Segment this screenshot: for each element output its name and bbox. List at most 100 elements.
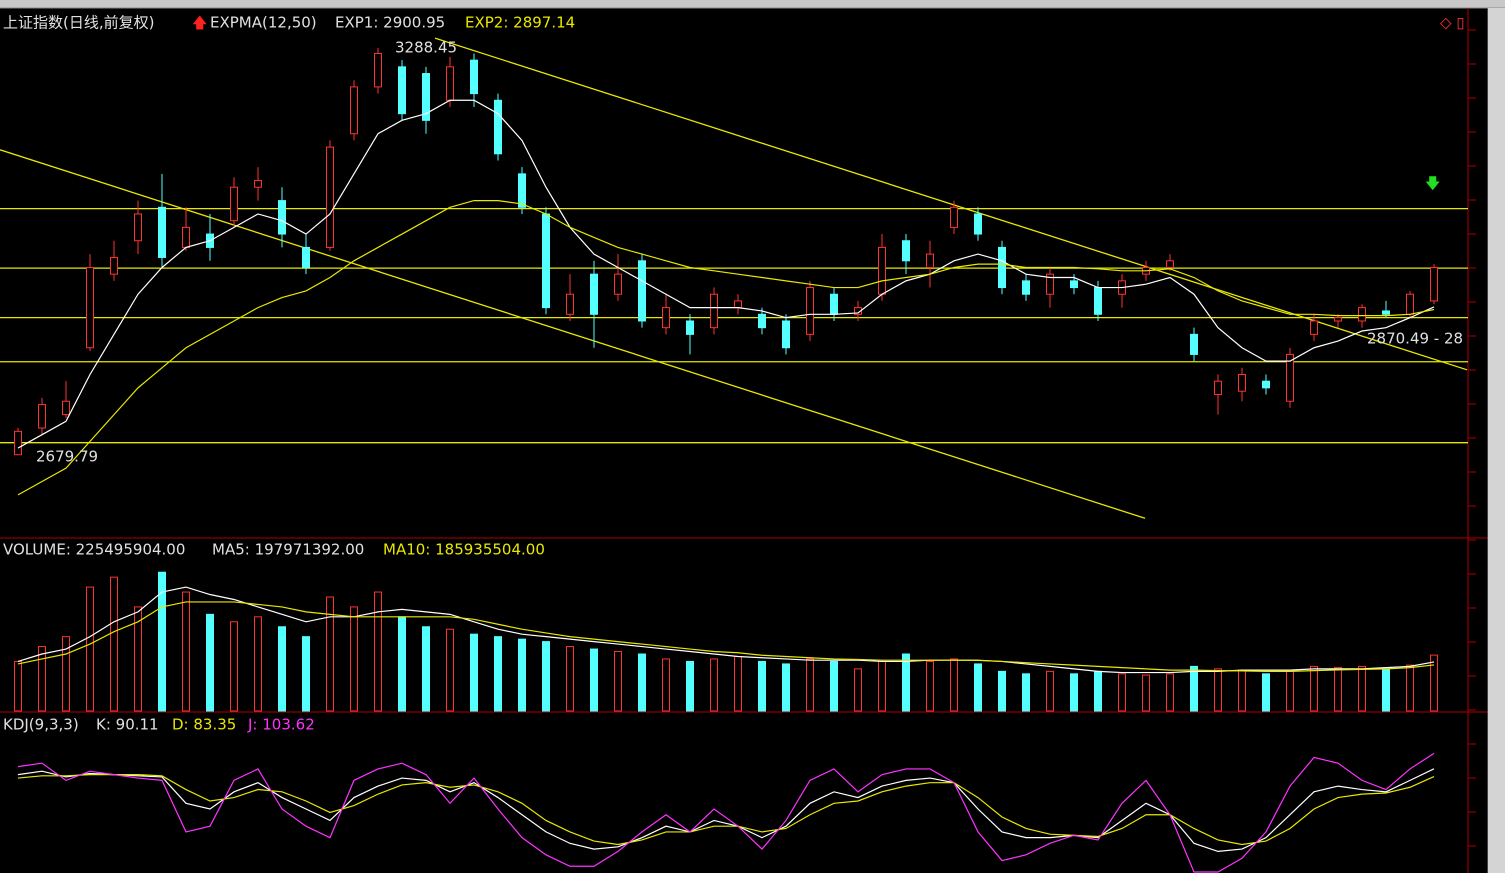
legend-entry: EXP2: 2897.14	[465, 14, 575, 32]
indicator-line	[17, 586, 1435, 674]
indicator-name: EXPMA(12,50)	[210, 14, 317, 32]
candle-body	[590, 273, 598, 315]
candle-body	[1382, 310, 1390, 315]
volume-bar	[974, 663, 982, 712]
volume-bar	[350, 606, 358, 712]
volume-bar	[806, 658, 814, 712]
volume-bar	[230, 621, 238, 712]
volume-bar	[1358, 665, 1366, 712]
volume-bar	[422, 626, 430, 712]
volume-bar	[854, 668, 862, 712]
volume-bar	[590, 648, 598, 712]
volume-bar	[1214, 668, 1222, 712]
candle-body	[398, 66, 406, 115]
candle-body	[734, 300, 742, 309]
volume-bar	[1070, 673, 1078, 712]
volume-bar	[734, 655, 742, 712]
trend-line	[0, 149, 1146, 519]
annotation: 2679.79	[36, 448, 98, 466]
volume-bar	[782, 663, 790, 712]
volume-bar	[1262, 673, 1270, 712]
candle-body	[278, 200, 286, 235]
volume-bar	[14, 660, 22, 712]
candle-body	[542, 213, 550, 309]
candle-body	[446, 66, 454, 101]
candle-body	[878, 246, 886, 295]
candle-body	[1166, 260, 1174, 268]
panel-title: VOLUME: 225495904.00	[3, 541, 185, 559]
candle-body	[374, 52, 382, 88]
volume-bar	[902, 653, 910, 712]
volume-bar	[686, 660, 694, 712]
candle-body	[926, 253, 934, 268]
volume-bar	[1046, 670, 1054, 712]
volume-bar	[1334, 667, 1342, 712]
signal-icon: 🡇	[1425, 175, 1440, 193]
window-icon[interactable]: ◇ ▯	[1440, 14, 1465, 32]
candle-body	[134, 213, 142, 242]
candle-body	[710, 293, 718, 329]
candle-body	[86, 266, 94, 349]
candle-body	[998, 246, 1006, 289]
candle-body	[1238, 373, 1246, 392]
volume-bar	[398, 616, 406, 712]
candle-body	[470, 59, 478, 95]
trend-line	[434, 37, 1468, 371]
volume-bar	[374, 591, 382, 712]
candle-body	[1358, 307, 1366, 322]
legend-entry: MA5: 197971392.00	[212, 541, 364, 559]
candle-body	[1022, 280, 1030, 295]
volume-bar	[830, 660, 838, 712]
legend-entry: K: 90.11	[96, 716, 159, 734]
volume-bar	[1094, 670, 1102, 712]
candle-body	[1310, 320, 1318, 335]
panel-title: KDJ(9,3,3)	[3, 716, 79, 734]
volume-bar	[302, 636, 310, 712]
indicator-line	[17, 774, 1435, 846]
annotation: 3288.45	[395, 39, 457, 57]
volume-bar	[998, 670, 1006, 712]
volume-bar	[38, 646, 46, 712]
candle-body	[110, 256, 118, 275]
indicator-line	[17, 99, 1435, 449]
volume-bar	[662, 658, 670, 712]
candle-body	[830, 293, 838, 315]
volume-bar	[1142, 674, 1150, 712]
volume-bar	[1190, 665, 1198, 712]
candle-body	[974, 213, 982, 235]
candle-body	[1262, 380, 1270, 389]
volume-bar	[1430, 654, 1438, 712]
candle-body	[518, 173, 526, 208]
indicator-line	[17, 601, 1435, 672]
indicator-line	[17, 200, 1435, 496]
volume-bar	[1166, 673, 1174, 712]
candle-body	[566, 293, 574, 315]
volume-bar	[518, 638, 526, 712]
annotation: 2870.49 - 28	[1367, 330, 1463, 348]
candle-body	[638, 260, 646, 322]
candle-body	[350, 86, 358, 135]
candle-body	[1214, 380, 1222, 396]
volume-bar	[158, 571, 166, 712]
candle-body	[950, 206, 958, 228]
candle-body	[254, 180, 262, 188]
volume-bar	[470, 633, 478, 712]
candle-body	[14, 430, 22, 456]
volume-bar	[638, 653, 646, 712]
signal-icon: 🡅	[192, 14, 207, 32]
candle-body	[302, 246, 310, 268]
volume-bar	[878, 660, 886, 712]
volume-bar	[950, 658, 958, 712]
candle-body	[1094, 287, 1102, 315]
candle-body	[1430, 266, 1438, 302]
volume-bar	[1022, 673, 1030, 712]
legend-entry: J: 103.62	[247, 716, 315, 734]
volume-bar	[758, 660, 766, 712]
volume-bar	[86, 586, 94, 712]
candle-body	[1406, 293, 1414, 315]
volume-bar	[566, 646, 574, 712]
volume-bar	[62, 636, 70, 712]
scrollbar[interactable]	[1488, 8, 1505, 873]
legend-entry: D: 83.35	[172, 716, 236, 734]
candle-body	[494, 99, 502, 155]
